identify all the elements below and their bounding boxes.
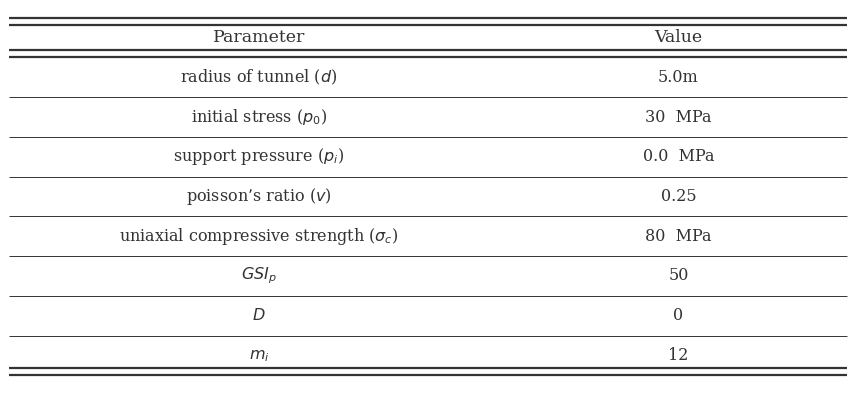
Text: uniaxial compressive strength ($\sigma_c$): uniaxial compressive strength ($\sigma_c… xyxy=(119,226,399,247)
Text: 50: 50 xyxy=(669,268,688,285)
Text: 0: 0 xyxy=(674,307,683,324)
Text: 12: 12 xyxy=(669,347,688,364)
Text: Parameter: Parameter xyxy=(213,29,305,46)
Text: 0.0  MPa: 0.0 MPa xyxy=(643,148,714,165)
Text: poisson’s ratio ($v$): poisson’s ratio ($v$) xyxy=(186,186,332,207)
Text: $GSI_p$: $GSI_p$ xyxy=(241,266,276,286)
Text: 80  MPa: 80 MPa xyxy=(645,228,711,245)
Text: support pressure ($p_i$): support pressure ($p_i$) xyxy=(174,146,344,167)
Text: 0.25: 0.25 xyxy=(661,188,696,205)
Text: 5.0m: 5.0m xyxy=(658,69,698,86)
Text: 30  MPa: 30 MPa xyxy=(645,108,711,125)
Text: $m_i$: $m_i$ xyxy=(248,347,270,364)
Text: radius of tunnel ($d$): radius of tunnel ($d$) xyxy=(181,68,337,87)
Text: initial stress ($p_0$): initial stress ($p_0$) xyxy=(191,107,327,127)
Text: Value: Value xyxy=(654,29,703,46)
Text: $D$: $D$ xyxy=(253,307,265,324)
